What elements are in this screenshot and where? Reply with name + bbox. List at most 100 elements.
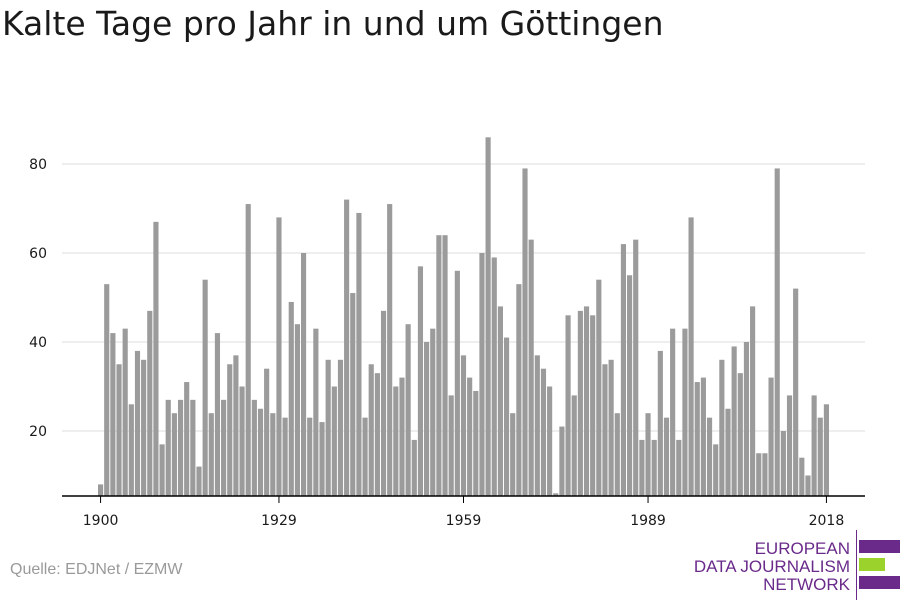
bar <box>743 342 750 496</box>
bar <box>325 359 331 496</box>
bar <box>547 386 553 496</box>
bar <box>651 439 657 496</box>
logo-line-2: DATA JOURNALISM <box>693 557 850 576</box>
x-axis-ticks: 1900 1929 1959 1989 2018 <box>83 496 844 529</box>
bar <box>177 399 184 496</box>
bar <box>682 328 688 496</box>
bar <box>583 306 590 496</box>
bar <box>387 204 393 497</box>
bar <box>528 239 534 496</box>
bar <box>405 324 411 496</box>
bar <box>430 328 436 496</box>
bar <box>436 235 442 496</box>
bar <box>122 328 128 496</box>
y-tick-label: 80 <box>29 157 47 173</box>
bar <box>319 422 325 496</box>
bar <box>645 413 651 496</box>
bar <box>750 306 756 496</box>
bar <box>356 212 362 496</box>
bar <box>540 368 547 496</box>
bar <box>442 235 448 496</box>
bar <box>184 382 190 496</box>
bar <box>424 342 430 496</box>
bar <box>608 359 614 496</box>
bar <box>737 373 743 496</box>
bar <box>670 328 676 496</box>
bar <box>239 386 245 496</box>
bar <box>676 439 682 496</box>
bar <box>762 453 768 496</box>
bar <box>614 413 620 496</box>
bar <box>104 284 110 496</box>
bar <box>700 377 706 496</box>
bar <box>98 484 104 496</box>
bar <box>657 350 663 496</box>
bar <box>713 444 719 496</box>
bar <box>780 431 786 496</box>
bar <box>362 417 368 496</box>
bar <box>110 333 116 496</box>
bar <box>171 413 177 496</box>
bar <box>467 377 473 496</box>
bar <box>602 364 608 496</box>
bar <box>331 386 337 496</box>
bars <box>98 137 829 497</box>
bar <box>479 253 485 496</box>
logo-line-1: EUROPEAN <box>754 539 850 558</box>
bar <box>473 390 479 496</box>
bar <box>417 266 424 496</box>
bar <box>577 310 583 496</box>
logo-divider <box>856 530 857 600</box>
bar <box>485 137 491 497</box>
bar <box>251 399 257 496</box>
bar <box>731 346 737 496</box>
edjnet-logo: EUROPEAN DATA JOURNALISM NETWORK <box>694 530 900 600</box>
bar <box>344 199 350 496</box>
bar <box>706 417 713 496</box>
x-tick-label: 1900 <box>83 513 119 529</box>
bar <box>350 293 356 496</box>
bar <box>774 168 780 496</box>
y-tick-label: 20 <box>29 424 47 440</box>
bar <box>571 395 577 496</box>
bar <box>805 475 811 496</box>
bar <box>380 310 387 496</box>
bar <box>257 408 264 496</box>
logo-bar-2 <box>859 558 885 571</box>
bar <box>823 404 829 496</box>
bar <box>374 373 380 496</box>
bar <box>491 257 497 496</box>
bar <box>522 168 528 496</box>
x-tick-label: 1989 <box>630 513 666 529</box>
bar <box>786 395 793 496</box>
bar <box>245 204 251 497</box>
source-note: Quelle: EDJNet / EZMW <box>10 561 183 578</box>
bar <box>510 413 516 496</box>
bar <box>141 359 147 496</box>
logo-bar-3 <box>859 576 900 589</box>
bar <box>725 408 731 496</box>
bar <box>817 417 823 496</box>
bar <box>233 355 239 496</box>
bar <box>128 404 134 496</box>
bar <box>768 377 774 496</box>
bar <box>190 399 196 496</box>
bar <box>793 288 799 496</box>
bar <box>565 315 571 496</box>
bar <box>202 279 208 496</box>
bar <box>393 386 399 496</box>
bar <box>694 382 700 496</box>
bar <box>516 284 522 496</box>
bar <box>663 417 670 496</box>
bar <box>147 310 153 496</box>
bar <box>208 413 214 496</box>
bar <box>165 399 171 496</box>
bar <box>307 417 313 496</box>
bar <box>214 333 221 496</box>
bar <box>313 328 319 496</box>
x-tick-label: 2018 <box>809 513 845 529</box>
bar <box>688 217 694 496</box>
bar <box>368 364 374 496</box>
bar <box>811 395 817 496</box>
